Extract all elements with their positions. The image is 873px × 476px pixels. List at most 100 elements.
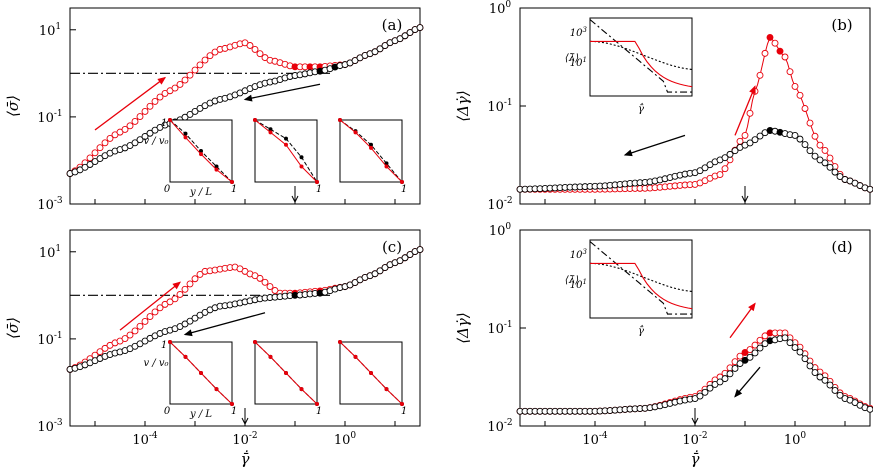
data-point-up: [206, 52, 214, 60]
y-tick-label: 10-1: [487, 98, 512, 115]
data-point-down: [746, 139, 754, 147]
data-point-up: [751, 341, 759, 349]
data-point-up: [191, 66, 199, 74]
data-point-up: [181, 76, 189, 84]
data-point-up: [96, 144, 104, 152]
inset-x-tick: 1: [231, 184, 237, 195]
inset-curve-dashdot: [589, 241, 692, 315]
inset-point: [199, 371, 203, 375]
data-point-up: [761, 332, 769, 340]
inset-point: [338, 340, 342, 344]
inset-point: [315, 180, 319, 184]
inset-point: [384, 161, 389, 166]
direction-arrow-up: [119, 281, 181, 331]
data-point-down: [381, 264, 389, 272]
inset-y-label: v / v₀: [143, 358, 168, 369]
inset-x-tick: 1: [401, 184, 407, 195]
inset-point: [199, 152, 203, 157]
inset-x-tick: 1: [231, 406, 237, 417]
data-point-down: [756, 132, 764, 140]
data-point-down: [701, 388, 709, 396]
data-point-up: [826, 154, 834, 162]
data-point-down: [831, 168, 839, 176]
y-axis-label: ⟨Δγ̇⟩: [454, 90, 472, 122]
y-tick-label: 10-2: [487, 418, 512, 435]
data-point-up: [816, 141, 824, 149]
panel-label: (a): [382, 16, 403, 34]
inset-y-tick: 101: [570, 56, 587, 69]
inset-curve-dashdot: [589, 19, 692, 93]
inset-point: [338, 118, 342, 122]
data-point-down: [146, 129, 154, 137]
data-point-up: [811, 132, 819, 140]
inset-curve-dashed: [589, 40, 693, 71]
data-point-up: [101, 344, 109, 352]
inset-point: [199, 149, 203, 153]
panel-b: 100 10-1 10-2 (b) ⟨Δγ̇⟩ ⟨λ̄⟩ γ̄̇ 103 101: [454, 0, 873, 213]
data-point-up: [146, 102, 154, 110]
data-point-up: [246, 42, 254, 49]
inset-y-label: v / v₀: [143, 136, 168, 147]
y-tick-label: 101: [39, 22, 61, 39]
data-point-up: [256, 274, 264, 282]
data-point-down: [751, 136, 759, 144]
y-axis-label: ⟨σ̄⟩: [4, 317, 22, 339]
data-point-up: [141, 107, 149, 115]
data-point-down: [811, 369, 819, 376]
inset-point: [400, 180, 404, 184]
panel-label: (d): [831, 238, 852, 256]
data-point-up: [251, 45, 259, 53]
data-point-down: [81, 163, 89, 171]
data-point-down: [791, 344, 799, 352]
inset-curve-red: [590, 40, 693, 88]
data-point-down: [376, 45, 384, 53]
y-axis-label: ⟨σ̄⟩: [4, 95, 22, 117]
data-point-down: [131, 139, 139, 147]
data-point-down: [196, 311, 204, 319]
data-point-up: [201, 56, 209, 64]
data-point-up: [151, 97, 159, 105]
inset-point: [253, 340, 257, 344]
y-tick-label: 101: [39, 244, 61, 261]
data-point-down: [96, 155, 104, 163]
inset-point: [214, 167, 219, 172]
data-point-up: [196, 270, 204, 278]
data-point-down: [396, 257, 404, 265]
inset-y-label: ⟨λ̄⟩: [565, 275, 579, 286]
direction-arrow-head-down: [623, 149, 633, 157]
data-point-up: [176, 81, 184, 88]
data-point-up: [796, 91, 804, 99]
inset-point: [214, 387, 219, 392]
data-point-up: [791, 82, 799, 90]
shear-rate-arrow-head: [691, 417, 699, 426]
direction-arrow-up: [94, 77, 166, 131]
data-point-down: [796, 135, 804, 143]
inset-point: [284, 142, 288, 147]
inset-x-label: γ̄̇: [638, 326, 644, 337]
data-point-down: [736, 360, 744, 368]
data-point-up: [176, 291, 184, 298]
direction-arrow-head-up: [172, 281, 182, 290]
inset-curve-dashed: [589, 262, 693, 293]
inset-point: [284, 371, 288, 375]
data-point-down: [811, 152, 819, 160]
data-point-down: [721, 375, 729, 383]
data-point-down: [826, 381, 834, 389]
inset-frame: [589, 239, 693, 319]
data-point-up: [186, 280, 194, 288]
y-axis-label: ⟨Δγ̇⟩: [454, 312, 472, 344]
data-point-down: [866, 185, 873, 193]
inset-frame: [589, 17, 693, 97]
direction-arrow-head-down: [183, 329, 193, 337]
direction-arrow-down: [624, 134, 686, 156]
data-point-down: [826, 163, 834, 171]
data-point-down: [831, 387, 839, 394]
inset-point: [268, 130, 273, 135]
data-point-up: [786, 68, 794, 76]
data-point-down: [416, 246, 424, 254]
data-point-down: [136, 136, 144, 144]
data-point-down: [726, 150, 734, 158]
velocity-profile-inset: 1: [338, 340, 407, 417]
data-point-up: [746, 346, 754, 353]
inset-point: [299, 155, 304, 160]
